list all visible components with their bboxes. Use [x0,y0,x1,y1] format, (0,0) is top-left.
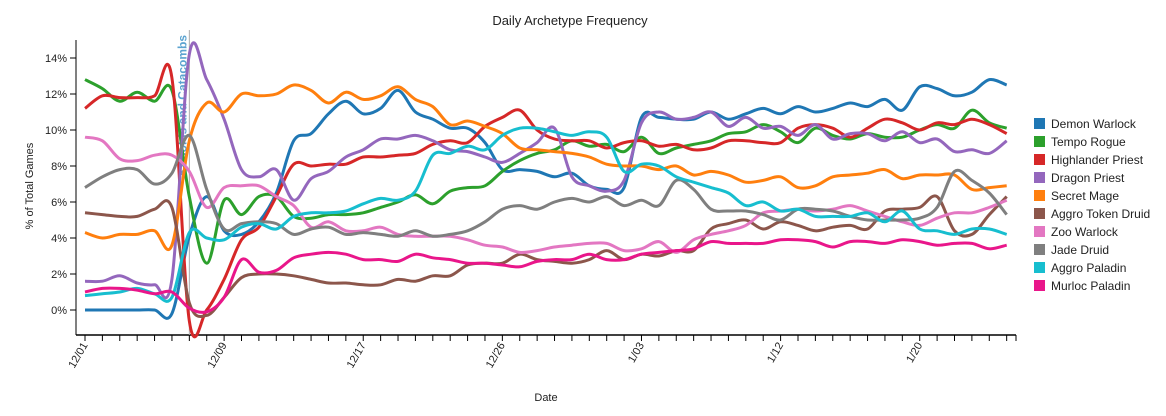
x-tick-label: 1/20 [904,341,925,366]
y-tick-label: 4% [51,233,67,245]
legend-swatch [1034,208,1045,219]
y-tick-label: 12% [45,89,67,101]
series-lines [84,41,1008,339]
legend-swatch [1034,154,1045,165]
y-axis: 0% 2% 4% 6% 8% 10% 12% 14% [45,40,77,335]
series-line-murloc-paladin [84,237,1008,314]
legend-item-demon-warlock: Demon Warlock [1034,117,1137,131]
legend-swatch [1034,172,1045,183]
legend-item-tempo-rogue: Tempo Rogue [1034,135,1126,149]
x-axis-label: Date [534,392,557,404]
chart-title: Daily Archetype Frequency [492,13,648,28]
legend-swatch [1034,118,1045,129]
series-line-zoo-warlock [84,135,1008,255]
series-line-dragon-priest [84,41,1008,300]
series-line-tempo-rogue [84,78,1008,265]
legend-swatch [1034,244,1045,255]
y-tick-label: 0% [51,305,67,317]
y-tick-label: 8% [51,161,67,173]
x-tick-label: 12/01 [66,341,90,371]
y-tick-label: 2% [51,269,67,281]
legend-label: Jade Druid [1051,243,1109,257]
x-tick-label: 12/09 [206,341,230,371]
legend-item-dragon-priest: Dragon Priest [1034,171,1125,185]
legend-swatch [1034,226,1045,237]
series-line-demon-warlock [85,77,1008,320]
legend-label: Murloc Paladin [1051,279,1130,293]
legend-label: Zoo Warlock [1051,225,1119,239]
legend-label: Tempo Rogue [1051,135,1126,149]
y-axis-label: % of Total Games [24,142,36,229]
legend-label: Highlander Priest [1051,153,1144,167]
legend-swatch [1034,136,1045,147]
series-line-secret-mage [84,83,1007,252]
legend-swatch [1034,262,1045,273]
legend-item-secret-mage: Secret Mage [1034,189,1119,203]
x-axis: 12/01 12/09 12/17 12/26 1/03 1/12 1/20 [66,334,1017,371]
legend-label: Demon Warlock [1051,117,1137,131]
legend-label: Secret Mage [1051,189,1119,203]
legend-item-murloc-paladin: Murloc Paladin [1034,279,1130,293]
legend-label: Dragon Priest [1051,171,1125,185]
legend-item-jade-druid: Jade Druid [1034,243,1109,257]
series-line-aggro-paladin [84,126,1008,303]
legend-item-highlander-priest: Highlander Priest [1034,153,1144,167]
x-tick-label: 12/17 [345,341,369,371]
series-line-highlander-priest [84,63,1008,339]
y-tick-label: 10% [45,125,67,137]
y-tick-label: 6% [51,197,67,209]
legend-item-zoo-warlock: Zoo Warlock [1034,225,1119,239]
legend: Demon Warlock Tempo Rogue Highlander Pries… [1034,117,1150,293]
legend-item-aggro-token-druid: Aggro Token Druid [1034,207,1150,221]
x-tick-label: 1/12 [765,341,786,366]
legend-label: Aggro Token Druid [1051,207,1150,221]
y-tick-label: 14% [45,53,67,65]
x-tick-label: 12/26 [484,341,508,371]
legend-label: Aggro Paladin [1051,261,1126,275]
legend-swatch [1034,190,1045,201]
legend-item-aggro-paladin: Aggro Paladin [1034,261,1126,275]
x-tick-label: 1/03 [626,341,647,366]
legend-swatch [1034,280,1045,291]
